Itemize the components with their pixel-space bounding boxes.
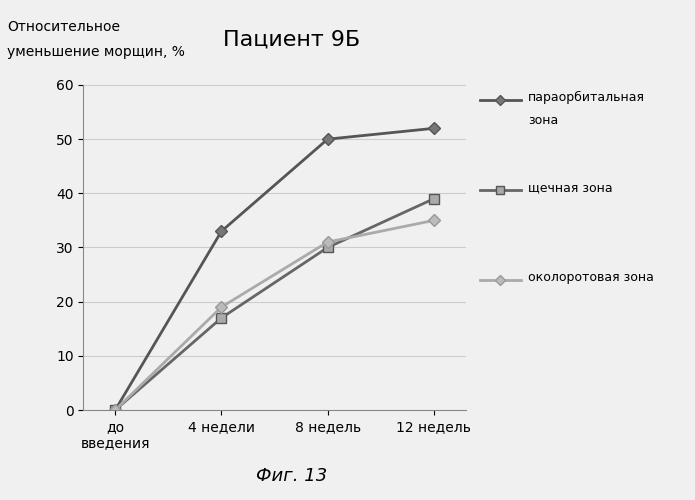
Text: околоротовая зона: околоротовая зона	[528, 271, 654, 284]
Line: околоротовая зона: околоротовая зона	[111, 216, 438, 414]
околоротовая зона	[111, 407, 120, 413]
щечная зона	[430, 196, 438, 202]
Text: Фиг. 13: Фиг. 13	[256, 467, 327, 485]
Text: Относительное: Относительное	[7, 20, 120, 34]
околоротовая зона	[430, 218, 438, 224]
Line: щечная зона: щечная зона	[111, 194, 439, 415]
Text: зона: зона	[528, 114, 559, 126]
щечная зона	[111, 407, 120, 413]
параорбитальная
зона	[218, 228, 226, 234]
Text: щечная зона: щечная зона	[528, 181, 613, 194]
Line: параорбитальная
зона: параорбитальная зона	[111, 124, 438, 414]
Text: Пациент 9Б: Пациент 9Б	[223, 30, 361, 50]
Text: параорбитальная: параорбитальная	[528, 91, 645, 104]
щечная зона	[218, 315, 226, 321]
параорбитальная
зона	[323, 136, 332, 142]
щечная зона	[323, 244, 332, 250]
Text: уменьшение морщин, %: уменьшение морщин, %	[7, 45, 185, 59]
параорбитальная
зона	[430, 126, 438, 132]
околоротовая зона	[218, 304, 226, 310]
параорбитальная
зона	[111, 407, 120, 413]
околоротовая зона	[323, 239, 332, 245]
